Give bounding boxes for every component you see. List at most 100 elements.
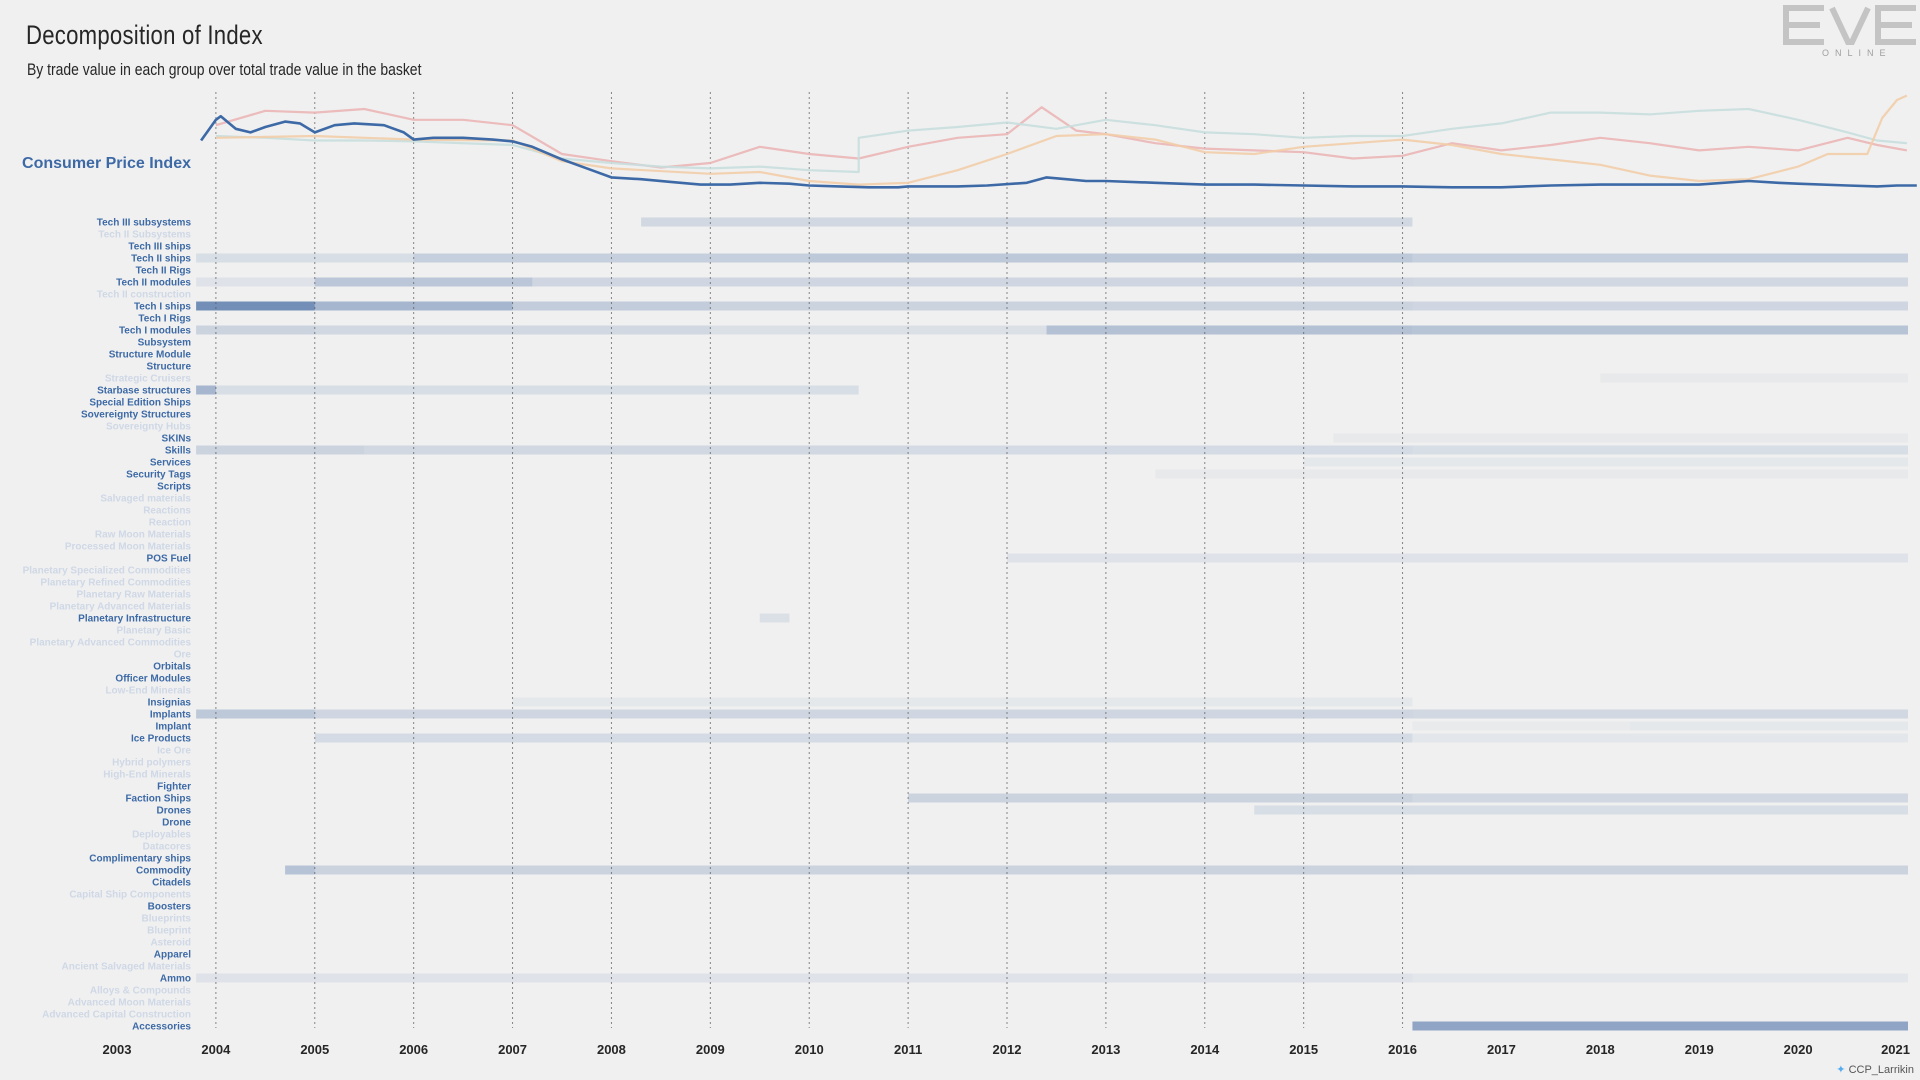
row-label: Officer Modules [115,674,191,685]
x-tick-label: 2014 [1190,1042,1220,1057]
heatmap-cell [196,973,1413,983]
x-tick-label: 2017 [1487,1042,1516,1057]
row-label: Capital Ship Components [69,890,191,901]
x-tick-label: 2008 [597,1042,626,1057]
row-label: Reaction [149,518,191,529]
heatmap-cell [1412,445,1908,455]
heatmap-cell [908,793,1413,803]
background-series-line [215,94,1908,186]
row-label: Ice Ore [157,746,191,757]
row-label: Planetary Advanced Materials [50,602,192,613]
heatmap-cell [1412,865,1908,875]
row-label: Tech II Rigs [136,266,192,277]
heatmap-cell [1303,457,1908,467]
heatmap-cell [1600,373,1908,383]
row-label: Orbitals [153,662,191,673]
row-label: Sovereignty Hubs [106,422,191,433]
row-label: Tech II Subsystems [98,230,191,241]
x-tick-label: 2021 [1881,1042,1910,1057]
x-tick-label: 2012 [993,1042,1022,1057]
year-gridlines [215,92,1404,1028]
heatmap-cell [710,325,1047,335]
row-label: Tech II modules [116,278,191,289]
row-label: Structure Module [109,350,192,361]
author-handle: CCP_Larrikin [1848,1064,1914,1076]
heatmap-cell [1412,709,1908,719]
heatmap-cell [1333,433,1908,443]
row-label: Planetary Refined Commodities [40,578,191,589]
row-label: Planetary Infrastructure [78,614,191,625]
row-label: Alloys & Compounds [90,986,192,997]
heatmap-cell [512,301,711,311]
heatmap-cell [1254,805,1413,815]
heatmap-cell [512,697,1413,707]
row-label: Implants [150,710,192,721]
heatmap-cell [1412,793,1908,803]
heatmap-cell [364,445,909,455]
row-label: Planetary Basic [117,626,192,637]
row-label: Faction Ships [125,794,191,805]
heatmap-cell [1046,325,1413,335]
row-label: Planetary Raw Materials [77,590,192,601]
x-tick-label: 2004 [201,1042,231,1057]
heatmap-cell [1412,325,1908,335]
heatmap-cell [215,385,859,395]
row-label: Sovereignty Structures [81,410,191,421]
row-label: Tech I Rigs [138,314,191,325]
author-credit[interactable]: ✦ CCP_Larrikin [1836,1063,1914,1076]
x-axis: 2003 2004 2005 2006 2007 2008 2009 2010 2011 2012… [103,1042,1910,1057]
heatmap-cell [1412,1021,1908,1031]
row-label: Salvaged materials [100,494,191,505]
row-label: Drone [162,818,191,829]
x-tick-label: 2016 [1388,1042,1417,1057]
row-label: Security Tags [126,470,191,481]
heatmap-cell [314,301,513,311]
row-label: SKINs [162,434,192,445]
row-label: Tech I ships [134,302,191,313]
row-label: Drones [157,806,192,817]
heatmap-cell [1412,805,1908,815]
row-label: Structure [147,362,192,373]
eve-logo-subtext: ONLINE [1822,48,1892,58]
row-label: Tech II construction [97,290,191,301]
row-label: Tech III subsystems [97,218,192,229]
row-label: POS Fuel [147,554,192,565]
heatmap-cell [196,385,216,395]
row-label: Asteroid [150,938,191,949]
row-label: Complimentary ships [89,854,191,865]
background-series-line [215,106,1908,169]
row-label: Special Edition Ships [89,398,191,409]
row-label: Advanced Moon Materials [68,998,192,1009]
x-tick-label: 2019 [1685,1042,1714,1057]
x-tick-label: 2018 [1586,1042,1615,1057]
row-label: Accessories [132,1022,191,1033]
heatmap-cell [1412,721,1630,731]
heatmap-cell [314,277,533,287]
x-tick-label: 2020 [1784,1042,1813,1057]
eve-logo-icon [1783,5,1916,45]
x-tick-label: 2015 [1289,1042,1318,1057]
heatmap-cell [641,217,1413,227]
heatmap-cell [710,301,1413,311]
heatmap-cell [314,709,1413,719]
row-label: Deployables [132,830,191,841]
row-label: Fighter [157,782,191,793]
row-label: Planetary Specialized Commodities [23,566,192,577]
x-tick-label: 2005 [300,1042,329,1057]
x-tick-label: 2006 [399,1042,428,1057]
row-label: Datacores [143,842,192,853]
row-label: Tech II ships [131,254,191,265]
x-tick-label: 2003 [103,1042,132,1057]
row-label: Advanced Capital Construction [42,1010,191,1021]
row-label: Apparel [154,950,191,961]
row-label: Insignias [148,698,192,709]
heatmap-cell [196,709,315,719]
row-label: Ammo [160,974,191,985]
row-label: Strategic Cruisers [105,374,192,385]
row-label: Blueprint [147,926,192,937]
heatmap-cell [314,733,1413,743]
heatmap-cell [196,301,315,311]
chart-subtitle: By trade value in each group over total … [27,60,422,79]
heatmap-cell [1412,301,1908,311]
